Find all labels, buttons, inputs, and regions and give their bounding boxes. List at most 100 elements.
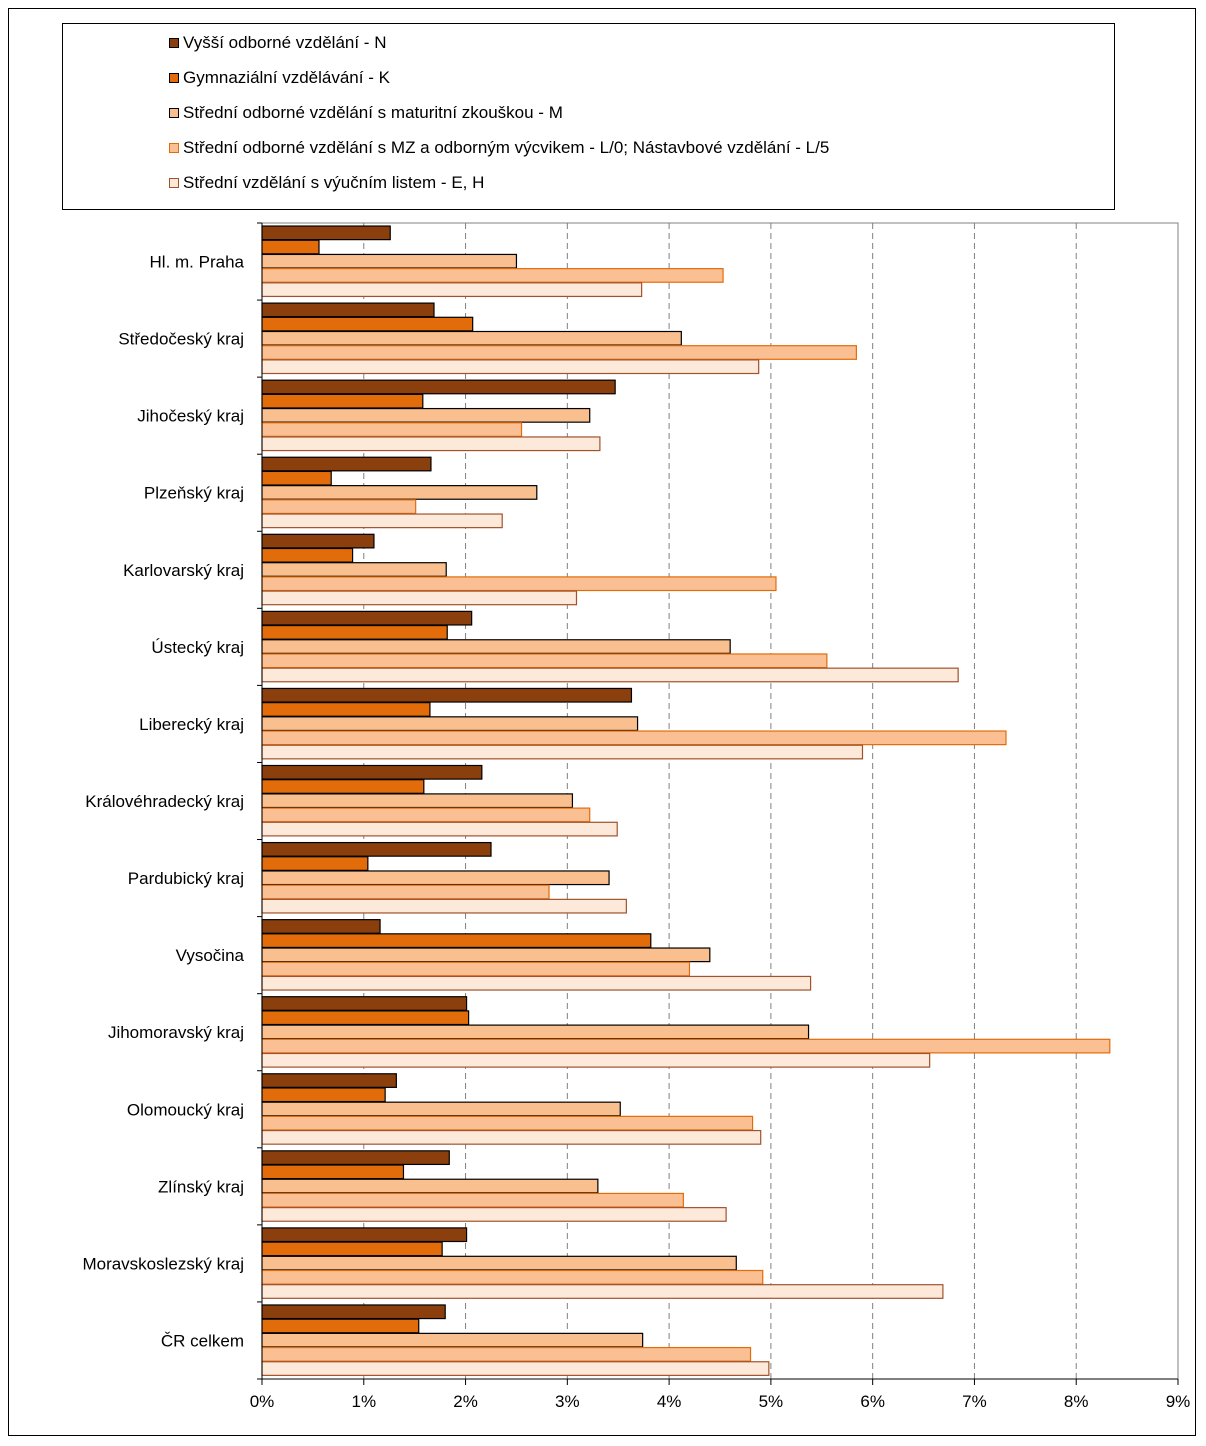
category-label: Karlovarský kraj: [123, 561, 244, 580]
bar: [261, 562, 447, 577]
bar: [261, 422, 523, 437]
bar: [261, 225, 391, 241]
legend-swatch-l: [169, 143, 179, 153]
x-tick-label: 4%: [657, 1392, 682, 1411]
legend-item-eh: Střední vzdělání s výučním listem - E, H: [169, 171, 484, 195]
legend-item-k: Gymnaziální vzdělávání - K: [169, 66, 390, 90]
bar: [261, 253, 518, 269]
category-label: Jihomoravský kraj: [108, 1023, 244, 1042]
x-tick-label: 6%: [860, 1392, 885, 1411]
bar: [261, 359, 760, 375]
legend-item-n: Vyšší odborné vzdělání - N: [169, 31, 386, 55]
x-tick-label: 8%: [1064, 1392, 1089, 1411]
bar: [261, 316, 474, 332]
bar: [261, 744, 864, 760]
legend: Vyšší odborné vzdělání - N Gymnaziální v…: [62, 23, 1115, 210]
bar: [261, 884, 550, 900]
bar: [261, 1346, 752, 1362]
bar: [261, 533, 375, 549]
legend-label-eh: Střední vzdělání s výučním listem - E, H: [183, 173, 485, 192]
bar: [261, 856, 369, 871]
bar: [261, 1192, 684, 1208]
bar: [261, 898, 627, 914]
bar: [261, 499, 417, 515]
bar: [261, 330, 682, 346]
bar: [261, 667, 959, 683]
bar: [261, 1073, 397, 1088]
bar: [261, 590, 578, 606]
bar: [261, 730, 1007, 746]
bar: [261, 624, 448, 640]
x-tick-label: 0%: [250, 1392, 275, 1411]
category-label: Hl. m. Praha: [150, 253, 245, 272]
category-label: Vysočina: [176, 946, 245, 965]
bar: [261, 1010, 470, 1026]
chart-frame: [8, 8, 1196, 1436]
bar: [261, 996, 468, 1011]
category-label: Ústecký kraj: [151, 638, 244, 657]
bar: [261, 947, 711, 963]
bar: [261, 1101, 621, 1117]
bar: [261, 1150, 450, 1166]
bar: [261, 716, 639, 732]
category-label: Moravskoslezský kraj: [82, 1254, 244, 1273]
category-label: ČR celkem: [161, 1331, 244, 1350]
bar: [261, 1255, 737, 1271]
bar: [261, 975, 812, 991]
bar: [261, 436, 601, 452]
legend-swatch-m: [169, 108, 179, 118]
x-tick-label: 5%: [759, 1392, 784, 1411]
bar: [261, 610, 473, 626]
bar: [261, 821, 618, 837]
category-label: Zlínský kraj: [158, 1177, 244, 1196]
bar: [261, 239, 320, 255]
bar: [261, 485, 538, 500]
bar: [261, 345, 857, 360]
bar: [261, 1038, 1111, 1054]
bar: [261, 933, 652, 949]
x-tick-label: 2%: [453, 1392, 478, 1411]
bar: [261, 687, 633, 703]
category-label: Pardubický kraj: [128, 869, 244, 888]
legend-swatch-k: [169, 73, 179, 83]
bar: [261, 779, 425, 794]
bar: [261, 547, 354, 563]
legend-item-m: Střední odborné vzdělání s maturitní zko…: [169, 101, 563, 125]
bar: [261, 393, 424, 409]
category-label: Plzeňský kraj: [144, 484, 244, 503]
legend-label-n: Vyšší odborné vzdělání - N: [183, 33, 387, 52]
bar: [261, 513, 503, 529]
legend-label-m: Střední odborné vzdělání s maturitní zko…: [183, 103, 563, 122]
bar: [261, 764, 483, 780]
bar: [261, 1304, 446, 1320]
bar: [261, 1318, 420, 1334]
bar: [261, 702, 431, 717]
bar: [261, 807, 591, 823]
legend-item-l: Střední odborné vzdělání s MZ a odborným…: [169, 136, 829, 160]
x-tick-label: 3%: [555, 1392, 580, 1411]
bar: [261, 1241, 443, 1257]
bar: [261, 919, 381, 934]
bar: [261, 793, 574, 809]
category-label: Liberecký kraj: [139, 715, 244, 734]
legend-label-k: Gymnaziální vzdělávání - K: [183, 68, 390, 87]
legend-swatch-n: [169, 38, 179, 48]
bar: [261, 1052, 931, 1068]
bar: [261, 1227, 468, 1243]
bar: [261, 456, 432, 472]
bar: [261, 870, 610, 886]
bar: [261, 268, 724, 283]
bar: [261, 1164, 405, 1180]
bar: [261, 1207, 727, 1222]
bar: [261, 282, 643, 298]
x-tick-label: 9%: [1166, 1392, 1191, 1411]
category-label: Středočeský kraj: [118, 330, 244, 349]
bar: [261, 639, 731, 654]
bar: [261, 1284, 944, 1299]
bar: [261, 961, 691, 977]
bar: [261, 379, 616, 395]
bar: [261, 1178, 599, 1194]
legend-label-l: Střední odborné vzdělání s MZ a odborným…: [183, 138, 830, 157]
bar: [261, 1087, 386, 1103]
